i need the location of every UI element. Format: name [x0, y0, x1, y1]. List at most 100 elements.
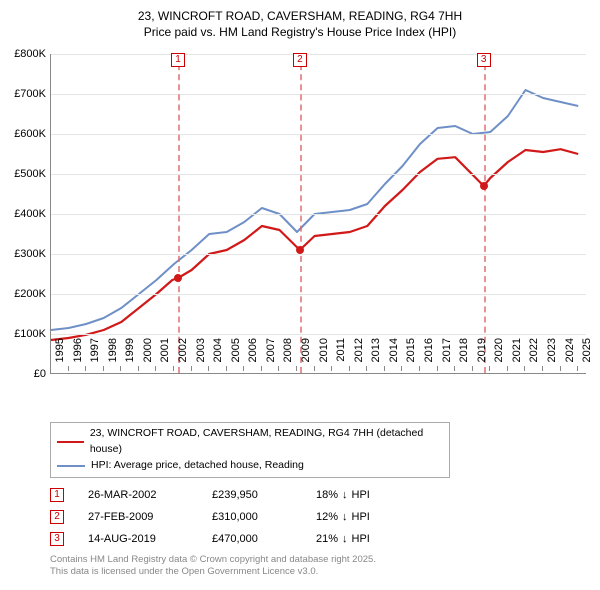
x-tick [138, 366, 139, 371]
x-axis-label: 2015 [405, 338, 417, 378]
sale-row-vs: HPI [352, 511, 370, 523]
x-axis-label: 1997 [89, 338, 101, 378]
x-tick [68, 366, 69, 371]
x-axis-label: 2017 [441, 338, 453, 378]
x-tick [401, 366, 402, 371]
plot-area: 123 [50, 54, 586, 374]
sale-row-number: 2 [50, 510, 64, 524]
y-axis-label: £800K [14, 48, 46, 60]
down-arrow-icon: ↓ [342, 489, 348, 501]
title-address: 23, WINCROFT ROAD, CAVERSHAM, READING, R… [10, 8, 590, 24]
x-tick [226, 366, 227, 371]
y-axis-label: £700K [14, 88, 46, 100]
x-tick [524, 366, 525, 371]
legend-label: HPI: Average price, detached house, Read… [91, 458, 304, 474]
x-axis-label: 2010 [318, 338, 330, 378]
x-tick [419, 366, 420, 371]
sales-table: 126-MAR-2002£239,95018%↓HPI227-FEB-2009£… [50, 484, 590, 550]
y-axis-label: £500K [14, 168, 46, 180]
x-axis-label: 2023 [546, 338, 558, 378]
sale-row: 227-FEB-2009£310,00012%↓HPI [50, 506, 590, 528]
down-arrow-icon: ↓ [342, 533, 348, 545]
chart-container: 23, WINCROFT ROAD, CAVERSHAM, READING, R… [0, 0, 600, 590]
sale-row-price: £310,000 [212, 511, 292, 523]
legend: 23, WINCROFT ROAD, CAVERSHAM, READING, R… [50, 422, 450, 477]
x-axis-label: 2024 [564, 338, 576, 378]
x-tick [349, 366, 350, 371]
sale-marker-line [178, 54, 180, 373]
x-axis-label: 2003 [195, 338, 207, 378]
sale-dot [174, 274, 182, 282]
x-tick [454, 366, 455, 371]
x-tick [542, 366, 543, 371]
series-price_paid [51, 150, 578, 341]
sale-row-number: 3 [50, 532, 64, 546]
x-axis-label: 1996 [72, 338, 84, 378]
sale-marker-number: 3 [477, 53, 491, 67]
gridline [51, 334, 586, 335]
sale-row: 314-AUG-2019£470,00021%↓HPI [50, 528, 590, 550]
x-tick [208, 366, 209, 371]
sale-row-vs: HPI [352, 489, 370, 501]
x-tick [314, 366, 315, 371]
gridline [51, 134, 586, 135]
gridline [51, 174, 586, 175]
x-tick [437, 366, 438, 371]
sale-row-pct: 21% [316, 533, 338, 545]
sale-marker-line [300, 54, 302, 373]
x-tick [384, 366, 385, 371]
x-tick [50, 366, 51, 371]
x-axis-label: 2009 [300, 338, 312, 378]
x-tick [243, 366, 244, 371]
x-tick [261, 366, 262, 371]
sale-row-pct: 18% [316, 489, 338, 501]
sale-row-price: £239,950 [212, 489, 292, 501]
x-axis-label: 2006 [247, 338, 259, 378]
gridline [51, 254, 586, 255]
y-axis-label: £300K [14, 248, 46, 260]
x-axis-label: 2001 [159, 338, 171, 378]
x-axis-label: 1998 [107, 338, 119, 378]
legend-swatch [57, 465, 85, 467]
footnote-line2: This data is licensed under the Open Gov… [50, 566, 590, 578]
x-tick [296, 366, 297, 371]
y-axis-label: £0 [34, 368, 46, 380]
sale-row-hpi: 21%↓HPI [316, 533, 370, 545]
x-axis-label: 2013 [370, 338, 382, 378]
x-axis-label: 2021 [511, 338, 523, 378]
x-axis-label: 2011 [335, 338, 347, 378]
y-axis-label: £100K [14, 328, 46, 340]
x-tick [173, 366, 174, 371]
chart-area: 123 £0£100K£200K£300K£400K£500K£600K£700… [10, 46, 590, 416]
x-axis-label: 2016 [423, 338, 435, 378]
x-axis-label: 2018 [458, 338, 470, 378]
x-axis-label: 2007 [265, 338, 277, 378]
x-axis-label: 2000 [142, 338, 154, 378]
x-axis-label: 2025 [581, 338, 593, 378]
x-axis-label: 2014 [388, 338, 400, 378]
x-axis-label: 1995 [54, 338, 66, 378]
x-axis-label: 2019 [476, 338, 488, 378]
gridline [51, 94, 586, 95]
legend-item: HPI: Average price, detached house, Read… [57, 458, 443, 474]
x-axis-label: 2002 [177, 338, 189, 378]
x-axis-label: 2008 [282, 338, 294, 378]
sale-marker-number: 2 [293, 53, 307, 67]
x-tick [278, 366, 279, 371]
x-tick [155, 366, 156, 371]
x-tick [472, 366, 473, 371]
sale-row-hpi: 12%↓HPI [316, 511, 370, 523]
y-axis-label: £200K [14, 288, 46, 300]
x-tick [560, 366, 561, 371]
x-tick [577, 366, 578, 371]
x-tick [507, 366, 508, 371]
down-arrow-icon: ↓ [342, 511, 348, 523]
sale-row-date: 26-MAR-2002 [88, 489, 188, 501]
gridline [51, 54, 586, 55]
x-tick [489, 366, 490, 371]
sale-dot [480, 182, 488, 190]
x-axis-label: 2022 [528, 338, 540, 378]
x-axis-label: 2020 [493, 338, 505, 378]
x-tick [85, 366, 86, 371]
x-axis-label: 1999 [124, 338, 136, 378]
